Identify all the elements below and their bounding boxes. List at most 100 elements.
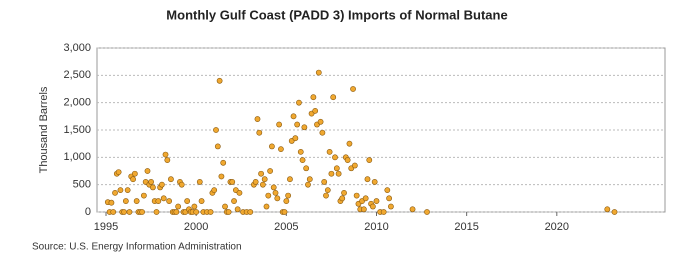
point bbox=[214, 143, 221, 150]
point bbox=[321, 179, 328, 185]
point bbox=[173, 209, 180, 215]
point bbox=[130, 176, 136, 183]
point bbox=[366, 157, 373, 163]
x-tick-label: 2020 bbox=[545, 221, 569, 233]
point bbox=[216, 77, 223, 84]
y-axis-label: Thousand Barrels bbox=[38, 86, 50, 173]
point bbox=[285, 192, 292, 199]
point bbox=[178, 181, 185, 188]
source: Source: U.S. Energy Information Administ… bbox=[32, 242, 242, 253]
point bbox=[315, 69, 322, 76]
point bbox=[364, 176, 371, 183]
point bbox=[319, 129, 326, 136]
point bbox=[283, 198, 290, 204]
point bbox=[353, 192, 360, 199]
point bbox=[371, 179, 378, 185]
y-tick-label: 0 bbox=[85, 206, 91, 218]
point bbox=[220, 159, 227, 166]
point bbox=[166, 198, 173, 204]
point bbox=[256, 129, 263, 136]
point bbox=[380, 209, 387, 215]
point bbox=[168, 176, 174, 183]
point bbox=[126, 209, 133, 215]
point bbox=[301, 124, 308, 131]
point bbox=[213, 127, 219, 133]
y-tick-label: 3,000 bbox=[63, 42, 91, 54]
point bbox=[324, 187, 331, 194]
point bbox=[278, 146, 284, 153]
point bbox=[281, 209, 288, 215]
point bbox=[424, 209, 430, 215]
point bbox=[333, 165, 340, 172]
point bbox=[254, 116, 261, 122]
y-tick-label: 500 bbox=[73, 179, 91, 191]
x-tick-label: 2000 bbox=[184, 221, 208, 233]
point bbox=[191, 203, 198, 210]
x-tick-label: 2005 bbox=[274, 221, 298, 233]
point bbox=[229, 179, 236, 185]
x-tick-label: 2015 bbox=[454, 221, 478, 233]
point bbox=[231, 198, 237, 204]
point bbox=[164, 157, 171, 163]
point bbox=[108, 199, 115, 206]
point bbox=[148, 179, 154, 185]
point bbox=[160, 195, 167, 202]
point bbox=[265, 192, 272, 199]
point bbox=[388, 203, 394, 210]
point bbox=[604, 206, 611, 213]
point bbox=[326, 148, 333, 155]
point bbox=[162, 151, 169, 158]
point bbox=[287, 176, 293, 183]
point bbox=[184, 198, 191, 204]
point bbox=[360, 206, 367, 213]
point bbox=[373, 198, 380, 204]
point bbox=[346, 140, 353, 147]
point bbox=[175, 203, 182, 210]
point bbox=[332, 154, 338, 161]
point bbox=[409, 206, 416, 213]
point bbox=[274, 195, 281, 202]
point bbox=[344, 157, 351, 163]
point bbox=[236, 189, 243, 196]
point bbox=[384, 187, 391, 194]
point bbox=[323, 192, 329, 199]
point bbox=[149, 184, 156, 191]
point bbox=[317, 118, 324, 125]
point bbox=[234, 206, 241, 213]
point bbox=[193, 209, 200, 215]
y-tick-label: 1,500 bbox=[63, 124, 91, 136]
point bbox=[131, 170, 138, 177]
point bbox=[330, 94, 337, 101]
point bbox=[310, 94, 317, 101]
point bbox=[115, 169, 122, 175]
point bbox=[341, 189, 347, 196]
point bbox=[159, 181, 165, 188]
point bbox=[139, 209, 145, 215]
point bbox=[122, 198, 129, 204]
point bbox=[133, 198, 140, 204]
point bbox=[335, 170, 342, 177]
chart-title: Monthly Gulf Coast (PADD 3) Imports of N… bbox=[166, 7, 507, 22]
point bbox=[290, 113, 297, 120]
point bbox=[124, 187, 131, 194]
point bbox=[611, 209, 618, 215]
point bbox=[306, 176, 313, 183]
point bbox=[117, 187, 124, 194]
point bbox=[247, 209, 254, 215]
point bbox=[297, 148, 304, 155]
point bbox=[198, 198, 205, 204]
point bbox=[269, 143, 275, 150]
point bbox=[222, 203, 228, 210]
point bbox=[312, 107, 319, 114]
point bbox=[305, 181, 311, 188]
point bbox=[140, 192, 147, 199]
point bbox=[259, 181, 266, 188]
point bbox=[386, 195, 393, 202]
point bbox=[350, 86, 356, 92]
point bbox=[369, 203, 376, 210]
point bbox=[258, 170, 264, 177]
point bbox=[110, 209, 117, 215]
point bbox=[121, 209, 127, 215]
point bbox=[225, 209, 232, 215]
